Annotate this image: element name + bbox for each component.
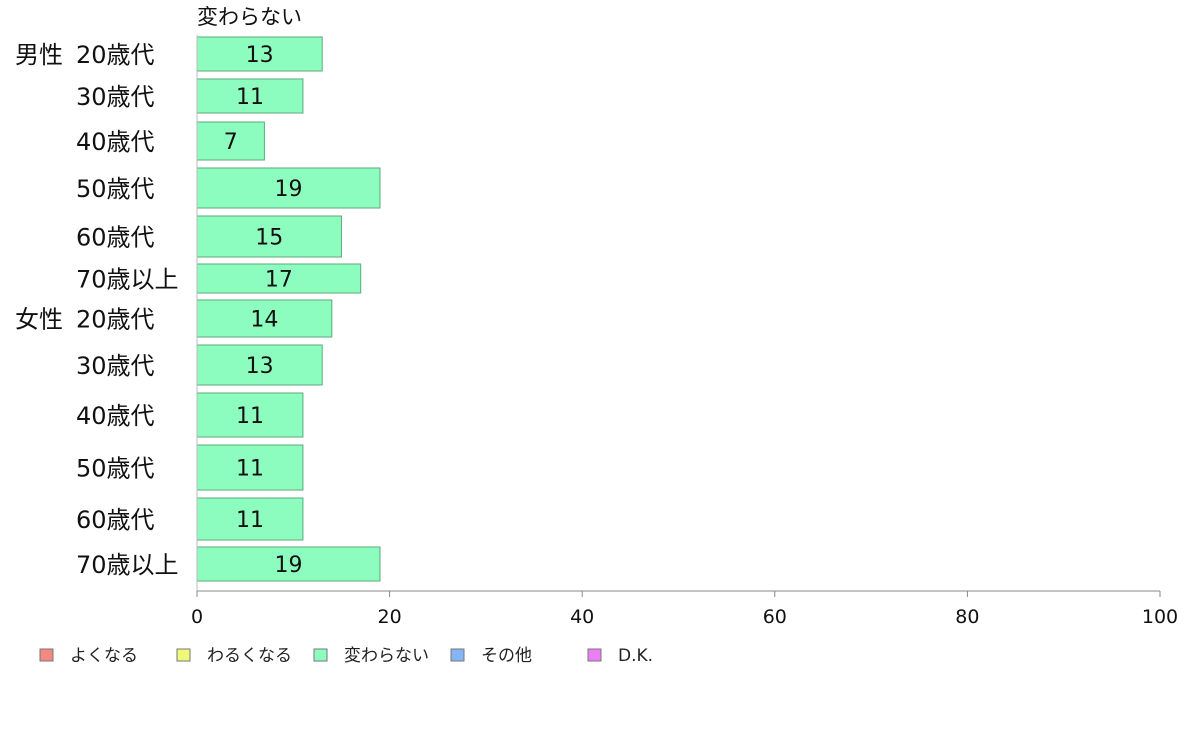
x-tick-label: 40: [570, 606, 594, 628]
bar-segment: [196, 121, 265, 161]
bar-segment: [196, 36, 323, 72]
bar-segment: [196, 215, 342, 258]
bar-value-label: 19: [274, 553, 302, 578]
bar-value-label: 11: [236, 404, 264, 429]
x-tick-label: 20: [378, 606, 402, 628]
legend-label: 変わらない: [344, 646, 429, 666]
bar-value-label: 11: [236, 457, 264, 482]
category-label: 20歳代: [76, 306, 155, 334]
legend-label: わるくなる: [207, 646, 292, 666]
legend: よくなる わるくなる 変わらない その他 D.K.: [39, 646, 653, 666]
x-tick-label: 0: [191, 606, 203, 628]
group-label: 男性: [15, 41, 63, 69]
bar-segment: [196, 299, 333, 338]
legend-swatch: [176, 648, 191, 662]
legend-swatch: [587, 648, 602, 662]
x-axis: 0 20 40 60 80 100: [191, 35, 1178, 628]
category-label: 40歳代: [76, 402, 155, 430]
legend-swatch: [450, 648, 465, 662]
x-tick-label: 60: [763, 606, 787, 628]
bar-value-label: 11: [236, 508, 264, 533]
bar-value-label: 17: [265, 268, 293, 293]
bar-segment: [196, 78, 304, 114]
bar-segment: [196, 444, 304, 491]
bar-value-label: 13: [246, 354, 274, 379]
legend-label: D.K.: [618, 646, 653, 666]
group-label: 女性: [15, 306, 63, 334]
category-label: 50歳代: [76, 455, 155, 483]
bar-value-label: 7: [224, 130, 238, 155]
bar-value-label: 15: [255, 226, 283, 251]
legend-swatch: [313, 648, 328, 662]
category-label: 60歳代: [76, 506, 155, 534]
bar-segment: [196, 546, 381, 582]
category-label: 40歳代: [76, 128, 155, 156]
bars: 13 11 7 19 15 17 14 13 11 11 11 19: [196, 36, 381, 582]
legend-label: その他: [481, 646, 532, 666]
series-header: 変わらない: [197, 5, 302, 29]
bar-segment: [196, 167, 381, 209]
x-tick-label: 100: [1142, 606, 1178, 628]
category-label: 70歳以上: [76, 551, 179, 579]
bar-segment: [196, 497, 304, 541]
bar-value-label: 14: [250, 308, 278, 333]
category-label: 30歳代: [76, 83, 155, 111]
category-label: 60歳代: [76, 224, 155, 252]
bar-value-label: 19: [274, 177, 302, 202]
category-label: 20歳代: [76, 41, 155, 69]
category-label: 50歳代: [76, 175, 155, 203]
bar-value-label: 13: [246, 43, 274, 68]
legend-label: よくなる: [70, 646, 138, 666]
category-label: 30歳代: [76, 352, 155, 380]
bar-value-label: 11: [236, 85, 264, 110]
category-label: 70歳以上: [76, 266, 179, 294]
x-tick-label: 80: [955, 606, 979, 628]
legend-swatch: [39, 648, 54, 662]
